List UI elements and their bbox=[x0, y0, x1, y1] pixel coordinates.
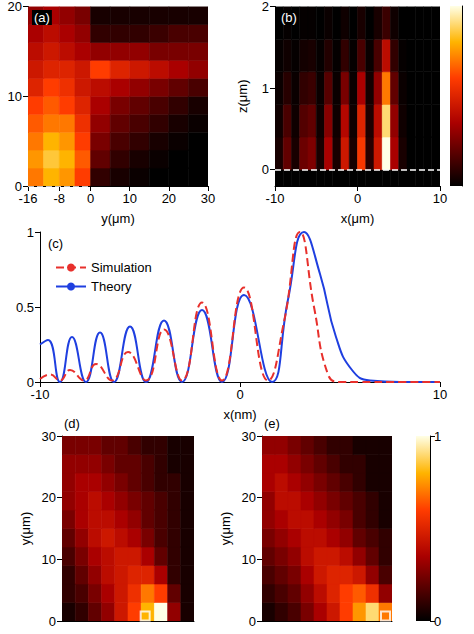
svg-text:0: 0 bbox=[49, 614, 56, 629]
svg-text:y(μm): y(μm) bbox=[218, 512, 233, 545]
svg-text:10: 10 bbox=[8, 89, 22, 104]
svg-text:10: 10 bbox=[42, 552, 56, 567]
svg-text:20: 20 bbox=[42, 490, 56, 505]
svg-text:10: 10 bbox=[242, 552, 256, 567]
svg-text:30: 30 bbox=[42, 429, 56, 444]
svg-text:30: 30 bbox=[201, 191, 215, 206]
svg-text:10: 10 bbox=[433, 191, 447, 206]
svg-text:x(nm): x(nm) bbox=[223, 407, 256, 422]
svg-text:-8: -8 bbox=[54, 191, 66, 206]
svg-text:0: 0 bbox=[236, 387, 243, 402]
svg-text:1: 1 bbox=[262, 81, 269, 96]
svg-text:30: 30 bbox=[242, 429, 256, 444]
svg-text:(a): (a) bbox=[34, 10, 50, 25]
svg-text:Simulation: Simulation bbox=[91, 260, 152, 275]
svg-text:2: 2 bbox=[262, 0, 269, 14]
svg-text:y(μm): y(μm) bbox=[18, 512, 33, 545]
svg-text:1: 1 bbox=[27, 225, 34, 240]
svg-text:10: 10 bbox=[123, 191, 137, 206]
svg-text:20: 20 bbox=[242, 490, 256, 505]
svg-text:20: 20 bbox=[162, 191, 176, 206]
svg-text:0: 0 bbox=[354, 191, 361, 206]
svg-text:0: 0 bbox=[262, 162, 269, 177]
svg-text:0.5: 0.5 bbox=[16, 300, 34, 315]
svg-text:(b): (b) bbox=[281, 10, 297, 25]
svg-text:10: 10 bbox=[433, 387, 447, 402]
svg-text:1: 1 bbox=[434, 429, 441, 444]
svg-text:0: 0 bbox=[14, 178, 22, 194]
svg-text:z(μm): z(μm) bbox=[235, 80, 250, 113]
svg-text:(c): (c) bbox=[48, 236, 63, 251]
svg-text:0: 0 bbox=[249, 614, 256, 629]
svg-text:(e): (e) bbox=[264, 416, 280, 431]
svg-text:(d): (d) bbox=[64, 416, 80, 431]
svg-text:0: 0 bbox=[26, 374, 34, 390]
svg-text:-10: -10 bbox=[266, 191, 285, 206]
svg-text:-10: -10 bbox=[31, 387, 50, 402]
svg-text:Theory: Theory bbox=[91, 279, 132, 294]
svg-text:x(μm): x(μm) bbox=[341, 211, 374, 226]
svg-text:y(μm): y(μm) bbox=[101, 211, 134, 226]
svg-text:0: 0 bbox=[434, 614, 441, 629]
svg-text:-16: -16 bbox=[19, 191, 38, 206]
svg-text:20: 20 bbox=[8, 0, 22, 14]
svg-text:0: 0 bbox=[87, 191, 94, 206]
